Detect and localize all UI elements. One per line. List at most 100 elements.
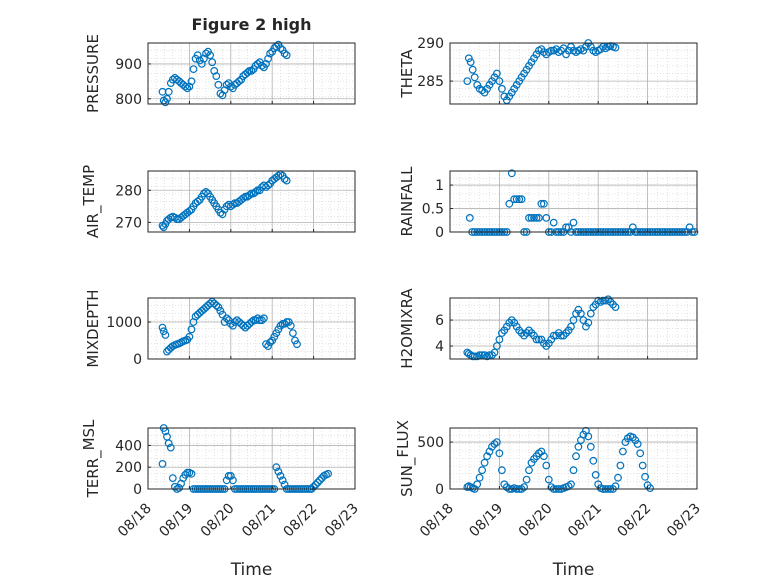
data-point [276,472,285,480]
data-point [274,467,283,476]
data-point [264,342,273,351]
data-point [161,331,170,339]
data-point [291,336,299,345]
data-point [577,309,585,318]
data-point [611,482,620,491]
data-point [212,301,221,310]
data-point [611,303,620,312]
axes-box [449,427,698,490]
x-axis-label: Time [552,560,595,580]
y-axis-label: AIR_TEMP [80,165,103,238]
data-point [247,318,256,326]
data-point [222,314,231,323]
data-point [498,84,506,93]
data-point [282,176,291,185]
data-point [493,342,501,350]
data-point [542,342,551,350]
data-point [542,213,551,222]
data-point [510,318,519,327]
data-point [230,199,239,208]
data-point [473,80,482,89]
data-point [164,87,173,96]
x-tick-label: 08/20 [516,501,556,541]
data-point [286,321,295,330]
subplot-rainfall: 0 0.5 1 RAINFALL [398,166,699,241]
data-point [505,199,514,208]
x-tick-label: 08/18 [417,501,457,541]
data-point [309,482,318,491]
data-point [280,49,289,58]
data-point [586,309,595,318]
data-point [226,82,235,91]
data-point [559,331,568,340]
data-point [633,440,642,448]
data-point [247,189,256,198]
y-tick-label: 900 [115,57,142,73]
data-point [214,303,223,312]
data-point [253,60,262,68]
data-point [584,432,593,441]
y-tick-label: 290 [417,36,444,52]
data-point [547,483,556,492]
data-point [596,45,605,53]
y-tick-label: 0.5 [422,202,444,218]
data-point [549,218,558,227]
data-point [522,329,531,337]
data-point [599,296,607,305]
axes-box [147,297,356,360]
data-point [324,469,333,478]
data-point [226,320,235,328]
data-point [262,340,270,349]
data-point [235,77,244,86]
data-point [187,469,196,478]
x-tick-label: 08/21 [239,501,279,541]
data-point [582,322,590,331]
data-point [278,476,287,485]
data-point [495,335,504,344]
data-point [544,339,553,348]
data-point [507,88,516,97]
data-point [181,82,190,91]
data-point [478,466,487,475]
plot-area [148,171,355,232]
data-point [520,483,528,492]
data-point [609,300,617,309]
data-point [210,66,219,75]
data-point [502,322,511,331]
data-point [569,466,578,475]
data-point [199,54,208,63]
plot-area [148,428,355,489]
axes-box [147,42,356,105]
data-point [495,77,504,85]
y-axis-label: SUN_FLUX [394,420,417,497]
data-point [532,50,541,59]
data-point [507,316,516,325]
data-point [187,325,196,334]
data-point [189,65,198,73]
data-point [498,466,506,475]
data-point [293,340,301,349]
data-point [525,326,533,335]
data-point [490,440,499,448]
data-point [522,65,531,74]
data-point [574,305,583,314]
axes-box [449,170,698,233]
data-point [241,192,250,201]
data-point [510,195,519,204]
y-tick-label: 285 [417,74,444,90]
data-point [569,218,578,227]
data-point [193,197,202,206]
data-point [218,91,227,100]
subplot-pressure: 800 900 PRESSURE Figure 2 high [84,15,356,113]
data-point [284,318,293,326]
data-point [488,351,496,360]
data-point [197,60,206,68]
data-point [515,326,524,335]
data-point [512,195,521,204]
data-point [567,480,575,489]
data-point [168,474,177,483]
y-tick-label: 1 [435,178,444,194]
data-point [540,452,548,461]
y-tick-label: 270 [115,215,142,231]
